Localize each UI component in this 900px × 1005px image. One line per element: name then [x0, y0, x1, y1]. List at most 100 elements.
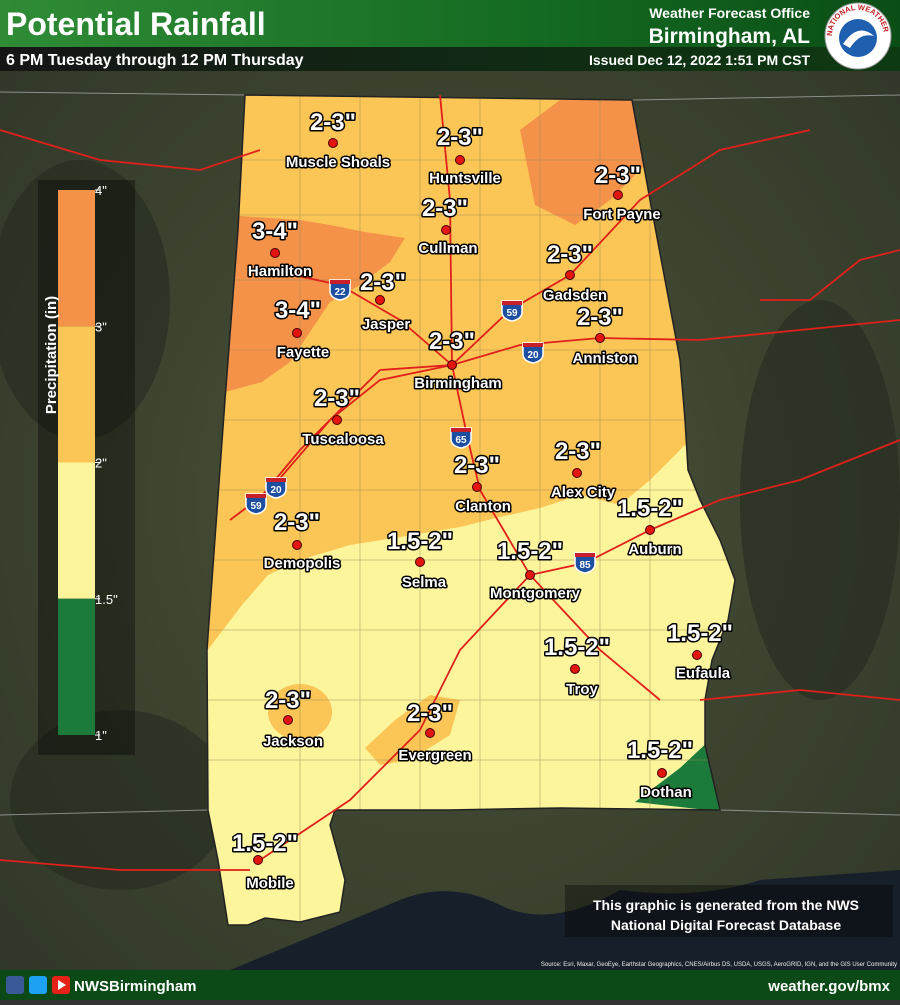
rainfall-amount: 3-4": [275, 297, 321, 324]
rainfall-amount: 2-3": [407, 700, 453, 727]
twitter-icon[interactable]: [29, 976, 47, 994]
rainfall-amount: 2-3": [265, 687, 311, 714]
shield: [245, 493, 267, 515]
interstate-number: 85: [579, 560, 591, 571]
source-credit: Source: Esri, Maxar, GeoEye, Earthstar G…: [541, 962, 897, 968]
city-dot: [328, 138, 338, 148]
shield-top: [575, 553, 595, 557]
rainfall-amount: 1.5-2": [387, 528, 453, 555]
city-dot: [657, 768, 667, 778]
city-name: Troy: [566, 681, 598, 698]
gulf-water: [230, 870, 900, 970]
rainfall-amount: 2-3": [454, 452, 500, 479]
social-handle[interactable]: NWSBirmingham: [74, 978, 197, 995]
city-name: Evergreen: [398, 747, 471, 764]
city-dot: [692, 650, 702, 660]
shield-top: [523, 343, 543, 347]
legend-swatch: [58, 190, 95, 327]
legend-tick-label: 2": [95, 456, 107, 471]
shield-top: [266, 478, 286, 482]
interstate-number: 65: [455, 435, 467, 446]
rainfall-amount: 2-3": [595, 162, 641, 189]
city-name: Cullman: [418, 240, 477, 257]
rainfall-amount: 1.5-2": [667, 620, 733, 647]
city-dot: [645, 525, 655, 535]
issued: Issued Dec 12, 2022 1:51 PM CST: [589, 52, 810, 68]
shield-top: [451, 428, 471, 432]
legend-tick-label: 4": [95, 183, 107, 198]
note-line: This graphic is generated from the NWS: [593, 897, 859, 913]
city-dot: [270, 248, 280, 258]
city-name: Muscle Shoals: [286, 154, 390, 171]
city-name: Clanton: [455, 498, 511, 515]
rainfall-amount: 2-3": [437, 124, 483, 151]
city-dot: [447, 360, 457, 370]
city-dot: [595, 333, 605, 343]
city-dot: [472, 482, 482, 492]
city-name: Tuscaloosa: [302, 431, 384, 448]
legend-title: Precipitation (in): [43, 296, 60, 414]
city-dot: [292, 540, 302, 550]
rainfall-amount: 1.5-2": [497, 538, 563, 565]
shield-top: [330, 280, 350, 284]
city-dot: [570, 664, 580, 674]
city-name: Gadsden: [543, 287, 607, 304]
legend-tick-label: 3": [95, 319, 107, 334]
city-dot: [332, 415, 342, 425]
office: Weather Forecast Office: [649, 5, 810, 21]
shield-top: [246, 494, 266, 498]
interstate-number: 20: [527, 350, 539, 361]
legend-swatch: [58, 462, 95, 599]
note-line: National Digital Forecast Database: [611, 917, 842, 933]
header-bar: [0, 0, 900, 47]
rainfall-zone: [635, 738, 725, 812]
city-dot: [292, 328, 302, 338]
youtube-glyph: [58, 980, 66, 990]
header-subbar: [0, 47, 900, 71]
city-dot: [441, 225, 451, 235]
facebook-icon[interactable]: [6, 976, 24, 994]
shield: [522, 342, 544, 364]
city-name: Jackson: [263, 733, 323, 750]
city-name: Demopolis: [264, 555, 341, 572]
rainfall-zone: [365, 695, 460, 765]
website[interactable]: weather.gov/bmx: [767, 978, 890, 995]
rainfall-amount: 2-3": [555, 438, 601, 465]
city-name: Fayette: [277, 344, 330, 361]
rainfall-amount: 2-3": [547, 241, 593, 268]
rainfall-amount: 3-4": [252, 218, 298, 245]
city-dot: [572, 468, 582, 478]
interstate-number: 20: [270, 485, 282, 496]
legend-swatch: [58, 326, 95, 463]
city-name: Montgomery: [490, 585, 581, 602]
city-name: Selma: [402, 574, 447, 591]
footer-bar: [0, 970, 900, 1000]
city-dot: [613, 190, 623, 200]
city-name: Fort Payne: [583, 206, 661, 223]
shield-top: [502, 301, 522, 305]
title: Potential Rainfall: [6, 6, 266, 42]
city-dot: [565, 270, 575, 280]
rainfall-zones: [207, 95, 735, 925]
city-name: Jasper: [362, 316, 411, 333]
office-location: Birmingham, AL: [649, 25, 811, 48]
city-name: Anniston: [573, 350, 638, 367]
legend-tick-label: 1.5": [95, 592, 118, 607]
rainfall-amount: 2-3": [577, 304, 623, 331]
shield: [329, 279, 351, 301]
rainfall-amount: 1.5-2": [617, 495, 683, 522]
city-name: Alex City: [551, 484, 616, 501]
rainfall-amount: 2-3": [314, 385, 360, 412]
city-name: Eufaula: [676, 665, 731, 682]
shield: [501, 300, 523, 322]
city-dot: [283, 715, 293, 725]
city-name: Birmingham: [414, 375, 502, 392]
rainfall-amount: 1.5-2": [232, 830, 298, 857]
interstate-number: 59: [250, 501, 262, 512]
rainfall-zone: [520, 100, 650, 225]
rainfall-amount: 1.5-2": [544, 634, 610, 661]
city-name: Dothan: [640, 784, 692, 801]
interstate-number: 22: [334, 287, 346, 298]
rainfall-amount: 2-3": [422, 195, 468, 222]
